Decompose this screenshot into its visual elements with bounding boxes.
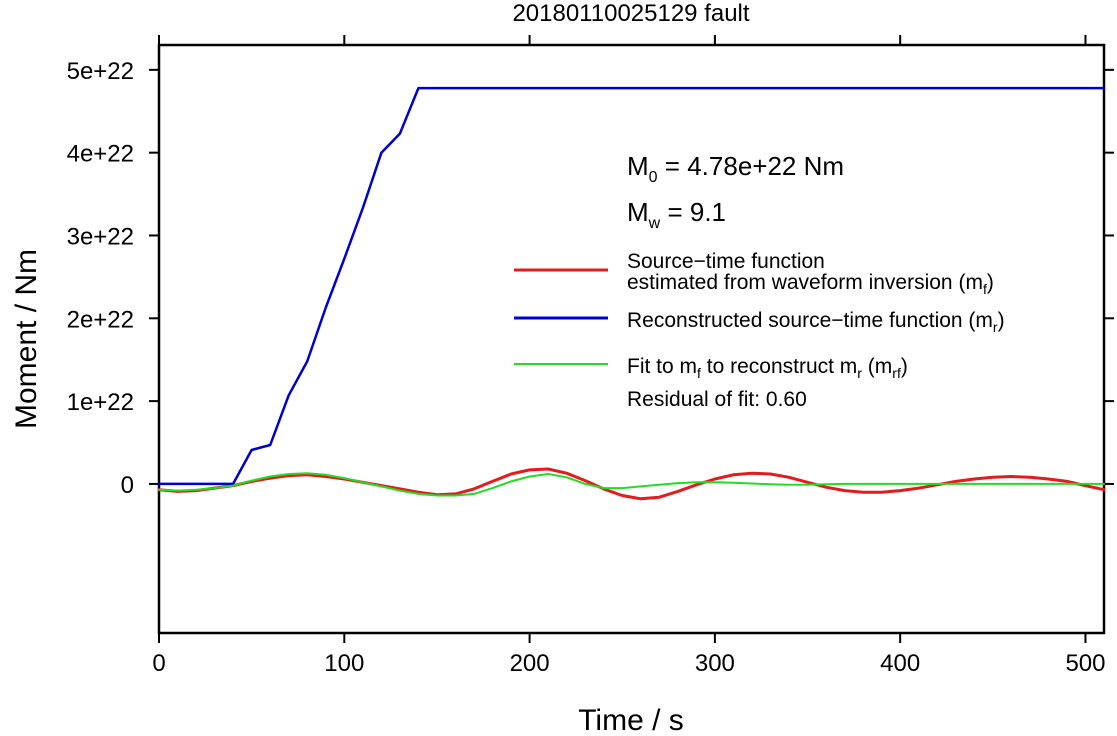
x-tick-label: 500: [1065, 650, 1105, 677]
y-tick-label: 5e+22: [67, 58, 134, 85]
x-tick-label: 400: [880, 650, 920, 677]
legend-label-mr: Reconstructed source−time function (mr): [627, 309, 1005, 335]
y-tick-label: 1e+22: [67, 389, 134, 416]
chart-title: 20180110025129 fault: [512, 0, 749, 27]
y-tick-label: 0: [121, 472, 134, 499]
y-tick-label: 4e+22: [67, 141, 134, 168]
y-tick-label: 3e+22: [67, 223, 134, 250]
plot-frame: [157, 43, 1106, 635]
legend-label-mf-line2: estimated from waveform inversion (mf): [627, 271, 994, 297]
x-tick-label: 0: [152, 650, 165, 677]
m0-annotation: M0 = 4.78e+22 Nm: [627, 151, 844, 186]
y-axis-title: Moment / Nm: [10, 249, 43, 429]
legend-label-mrf: Fit to mf to reconstruct mr (mrf): [627, 355, 908, 381]
x-tick-label: 200: [510, 650, 550, 677]
series-layer: [157, 86, 1106, 501]
series-line-mr: [157, 86, 1106, 486]
x-axis-title: Time / s: [578, 704, 684, 736]
legend-label-mf-line1: Source−time function: [627, 250, 825, 273]
mw-annotation: Mw = 9.1: [627, 197, 726, 232]
y-axis: 0 1e+22 2e+22 3e+22 4e+22 5e+22: [67, 58, 1114, 499]
legend: Source−time function estimated from wave…: [514, 250, 1005, 411]
x-tick-label: 300: [695, 650, 735, 677]
x-tick-label: 100: [324, 650, 364, 677]
x-axis: 0 100 200 300 400 500: [152, 35, 1105, 677]
residual-annotation: Residual of fit: 0.60: [627, 388, 807, 411]
y-tick-label: 2e+22: [67, 306, 134, 333]
series-line-mrf: [158, 472, 1105, 497]
